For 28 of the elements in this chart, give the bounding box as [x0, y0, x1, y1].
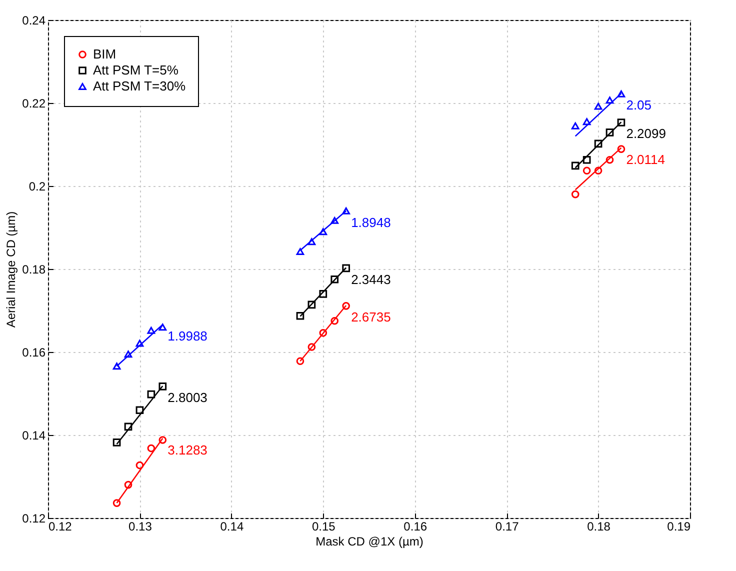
x-tick-label: 0.13 [128, 520, 152, 534]
x-tick-label: 0.19 [667, 520, 691, 534]
legend-label: Att PSM T=5% [93, 62, 179, 78]
series-label: 1.9988 [168, 328, 208, 344]
y-tick-label: 0.18 [22, 262, 46, 276]
series-label: 3.1283 [168, 442, 208, 458]
series-label: 2.05 [626, 97, 652, 112]
legend-label: Att PSM T=30% [93, 78, 186, 94]
series-label: 2.3443 [351, 272, 391, 287]
x-axis-title: Mask CD @1X (µm) [316, 534, 424, 548]
series-label: 2.2099 [626, 126, 666, 142]
series-label: 2.6735 [351, 310, 391, 325]
x-tick-label: 0.18 [587, 520, 611, 534]
x-tick-label: 0.16 [404, 520, 428, 534]
y-tick-label: 0.2 [28, 180, 46, 194]
series-label: 2.8003 [168, 390, 208, 406]
series-label: 1.8948 [351, 214, 391, 230]
x-tick-label: 0.14 [220, 520, 244, 534]
x-tick-label: 0.17 [495, 520, 520, 534]
y-tick-label: 0.16 [22, 346, 46, 360]
y-tick-label: 0.14 [22, 428, 46, 442]
x-tick-label: 0.15 [312, 520, 336, 534]
y-axis-title: Aerial Image CD (µm) [4, 211, 18, 328]
y-tick-label: 0.24 [22, 14, 46, 28]
legend-label: BIM [93, 46, 116, 62]
y-tick-label: 0.22 [22, 96, 46, 110]
series-label: 2.0114 [626, 152, 666, 167]
x-tick-label: 0.12 [48, 520, 72, 534]
